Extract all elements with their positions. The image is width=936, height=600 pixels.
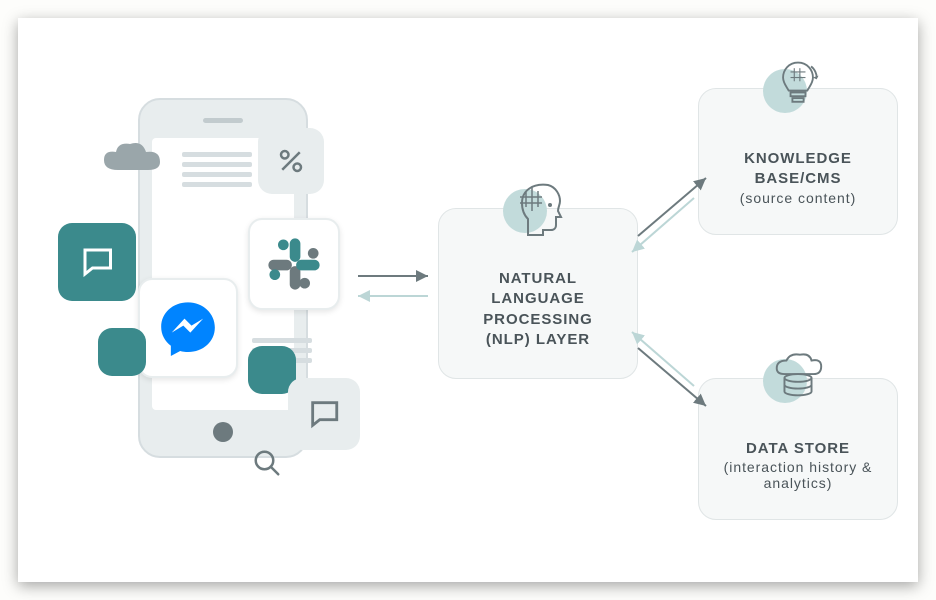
slack-icon — [248, 218, 340, 310]
chat-icon — [58, 223, 136, 301]
node-title: DATA STORE — [719, 439, 877, 459]
node-subtitle: (interaction history & analytics) — [719, 459, 877, 491]
ai-head-icon — [503, 177, 573, 247]
database-cloud-icon — [763, 347, 833, 417]
node-title: NATURAL LANGUAGE PROCESSING (NLP) LAYER — [459, 269, 617, 350]
percent-icon — [258, 128, 324, 194]
lightbulb-icon — [763, 57, 833, 127]
app-tile-icon — [98, 328, 146, 376]
comment-icon — [288, 378, 360, 450]
cloud-icon — [98, 138, 168, 178]
node-title: KNOWLEDGE BASE/CMS — [719, 149, 877, 190]
search-icon — [252, 448, 286, 482]
messenger-icon — [138, 278, 238, 378]
node-subtitle: (source content) — [719, 190, 877, 206]
diagram-frame: NATURAL LANGUAGE PROCESSING (NLP) LAYER … — [18, 18, 918, 582]
text-lines-icon — [182, 152, 252, 187]
node-nlp: NATURAL LANGUAGE PROCESSING (NLP) LAYER — [438, 208, 638, 379]
input-channels-cluster — [58, 88, 358, 528]
node-knowledge-base: KNOWLEDGE BASE/CMS (source content) — [698, 88, 898, 235]
node-data-store: DATA STORE (interaction history & analyt… — [698, 378, 898, 520]
